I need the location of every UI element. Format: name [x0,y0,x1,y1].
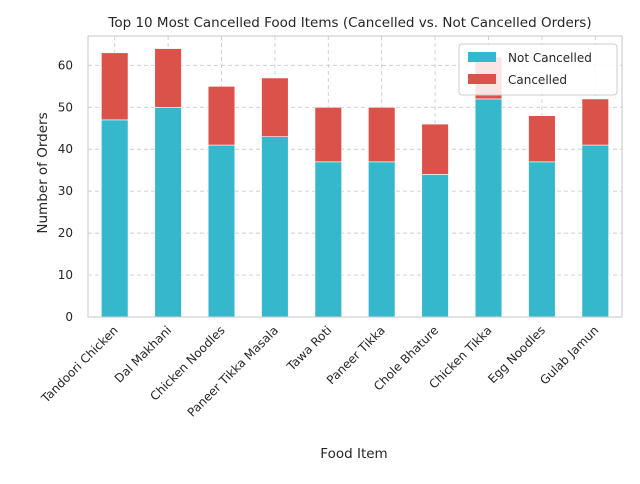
y-tick-label: 0 [65,310,73,324]
legend-swatch-not-cancelled [468,52,496,62]
legend: Not Cancelled Cancelled [458,43,618,96]
bar-not-cancelled [421,174,449,318]
bar-not-cancelled [101,119,129,318]
x-axis-label: Food Item [320,446,387,462]
y-tick-label: 60 [58,58,73,72]
bar-cancelled [261,77,289,137]
bars [101,48,609,318]
plot-area-frame [87,35,623,318]
y-tick-label: 30 [58,184,73,198]
legend-label-cancelled: Cancelled [508,73,567,87]
bar-not-cancelled [314,161,342,318]
x-tick-label: Tandoori Chicken [38,323,121,406]
bar-cancelled [421,123,449,175]
bar-cancelled [154,48,182,108]
y-tick-label: 40 [58,142,73,156]
legend-swatch-cancelled [468,74,496,84]
bar-not-cancelled [154,106,182,318]
bar-cancelled [581,98,609,146]
bar-not-cancelled [581,144,609,318]
y-tick-label: 10 [58,268,73,282]
legend-label-not-cancelled: Not Cancelled [508,51,592,65]
bar-cancelled [368,106,396,163]
x-tick-label: Paneer Tikka Masala [185,323,281,419]
y-axis-label: Number of Orders [35,112,51,233]
y-tick-label: 50 [58,100,73,114]
bar-cancelled [101,52,129,121]
x-tick-label: Tawa Roti [284,323,335,374]
y-axis-ticks: 0 10 20 30 40 50 60 [58,58,73,324]
y-tick-label: 20 [58,226,73,240]
legend-frame [458,43,618,96]
bar-not-cancelled [528,161,556,318]
chart-title: Top 10 Most Cancelled Food Items (Cancel… [107,15,591,31]
bar-cancelled [207,86,236,146]
bar-not-cancelled [368,161,396,318]
bar-not-cancelled [474,98,503,318]
bar-cancelled [314,106,342,163]
bar-not-cancelled [261,136,289,318]
bar-not-cancelled [207,144,236,318]
bar-cancelled [528,115,556,163]
